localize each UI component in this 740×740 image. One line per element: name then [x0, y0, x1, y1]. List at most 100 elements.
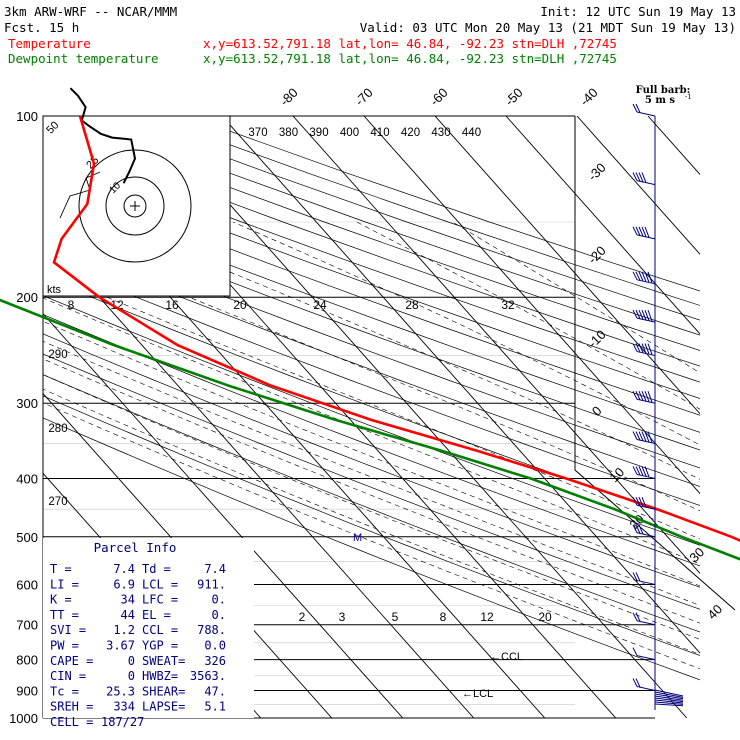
wind-barb — [632, 647, 656, 661]
parcel-key: Td = — [142, 562, 171, 576]
legend-temperature-label: Temperature — [8, 36, 91, 51]
parcel-value: 47. — [204, 684, 226, 698]
pressure-label-400: 400 — [16, 471, 38, 486]
mixing-ratio-upper-label: 8 — [68, 298, 75, 312]
legend-dewpoint-label: Dewpoint temperature — [8, 51, 159, 66]
full-barb-unit: -1 — [685, 93, 692, 101]
model-title: 3km ARW-WRF -- NCAR/MMM — [4, 4, 177, 19]
pressure-label-100: 100 — [16, 109, 38, 124]
wind-barb-feather — [641, 431, 647, 442]
surface-wind-barb — [654, 691, 684, 698]
wind-barb-feather — [635, 103, 641, 113]
parcel-value: 0. — [212, 608, 226, 622]
isotherm--80 — [43, 313, 404, 718]
theta-e-label: 370 — [248, 127, 267, 139]
parcel-panel-bg — [43, 538, 254, 718]
wind-barb-feather — [635, 612, 641, 622]
wind-barb-shaft — [636, 279, 656, 285]
valid-time: Valid: 03 UTC Mon 20 May 13 (21 MDT Sun … — [360, 20, 736, 35]
wind-barb-feather — [632, 309, 638, 319]
wind-barb-feather — [638, 343, 644, 353]
wind-barb — [632, 431, 656, 445]
sounding-series — [0, 115, 740, 561]
dry-adiabat-390 — [43, 160, 700, 399]
wind-barb-feather — [641, 271, 647, 282]
moist-adiabat-10 — [43, 297, 700, 565]
wind-barb-shaft — [636, 111, 656, 117]
theta-e-label: 430 — [431, 127, 450, 139]
moist-adiabat-35 — [356, 221, 700, 410]
parcel-key: SVI = — [50, 623, 86, 637]
wind-barb-feather — [638, 309, 644, 320]
wind-barb — [632, 524, 656, 538]
isotherm-top-label: -60 — [427, 85, 451, 109]
dry-adiabat-410 — [43, 130, 700, 367]
isotherm-40 — [719, 116, 740, 718]
theta-e-label: 400 — [340, 127, 359, 139]
parcel-key: LAPSE= — [142, 700, 185, 714]
wind-barb-shaft — [636, 685, 656, 691]
parcel-key: CCL = — [142, 623, 178, 637]
dry-adiabat-340 — [43, 241, 700, 487]
dry-adiabat-310 — [43, 295, 700, 546]
mixing-ratio-lower-label: 8 — [440, 610, 447, 624]
wind-barb-shaft — [636, 620, 656, 626]
mixing-ratio-lower-label: 5 — [392, 610, 399, 624]
parcel-info-panel: Parcel Info T = 7.4 Td = 7.4 LI = 6.9 LCL = 911.… — [43, 538, 254, 729]
isotherm-top-label: -80 — [277, 85, 301, 109]
moist-adiabat-40 — [452, 221, 700, 374]
mixing-ratio-upper-label: 12 — [110, 298, 124, 312]
wind-barb-feather — [635, 572, 641, 582]
wind-barb-feather — [644, 226, 650, 238]
isotherm-right-label: 0 — [589, 403, 605, 419]
parcel-key: EL = — [142, 608, 171, 622]
wind-barb-feather — [635, 343, 641, 353]
isotherm-0 — [434, 116, 700, 415]
parcel-value: 3.67 — [106, 639, 135, 653]
moist-adiabat--10 — [43, 374, 700, 640]
isotherm-top-label: -50 — [502, 85, 526, 109]
wind-barb — [632, 271, 656, 285]
wind-barb — [632, 343, 656, 357]
moist-adiabat--15 — [43, 388, 700, 655]
wind-barb-shaft — [636, 398, 656, 404]
wind-barb-feather — [647, 431, 653, 443]
wind-barb-feather — [638, 431, 644, 441]
wind-barb-shaft — [636, 532, 656, 538]
isotherm--10 — [363, 116, 700, 495]
wind-barb-feather — [638, 172, 644, 182]
wind-barb — [632, 612, 656, 626]
wind-barb-feather — [635, 497, 641, 507]
parcel-value: 25.3 — [106, 684, 135, 698]
moist-adiabat-0 — [43, 340, 700, 606]
legend-temperature-info: x,y=613.52,791.18 lat,lon= 46.84, -92.23… — [203, 36, 617, 51]
surface-wind-barb — [654, 693, 684, 700]
wind-barb-feather — [638, 271, 644, 282]
parcel-value: 34 — [121, 593, 135, 607]
isotherm-right-label: 10 — [606, 464, 627, 485]
wind-barb — [632, 172, 656, 186]
theta-e-label: 380 — [279, 127, 298, 139]
wind-barb-feather — [635, 309, 641, 319]
wind-barb-feather — [644, 309, 650, 321]
parcel-key: SREH = — [50, 700, 93, 714]
wind-barb-feather — [641, 466, 647, 477]
moist-adiabat-5 — [43, 320, 700, 587]
theta-label: 280 — [48, 423, 67, 435]
full-barb-label: Full barb: — [636, 85, 691, 96]
lcl-annotation: ←LCL — [462, 688, 493, 700]
wind-barb-feather — [641, 391, 647, 402]
wind-barb-feather — [632, 572, 638, 581]
theta-e-label: 420 — [401, 127, 420, 139]
wind-barb-shaft — [636, 655, 656, 661]
parcel-key: SHEAR= — [142, 684, 185, 698]
wind-barb-feather — [635, 172, 641, 182]
isotherm-top-label: -40 — [577, 85, 601, 109]
wind-barb-feather — [638, 226, 644, 237]
isotherm-right-label: -20 — [585, 243, 609, 267]
pressure-label-600: 600 — [16, 577, 38, 592]
mixing-ratio-lower-label: 12 — [480, 610, 494, 624]
parcel-value: 0 — [128, 654, 135, 668]
parcel-value: 44 — [121, 608, 135, 622]
wind-barb-feather — [632, 466, 638, 475]
